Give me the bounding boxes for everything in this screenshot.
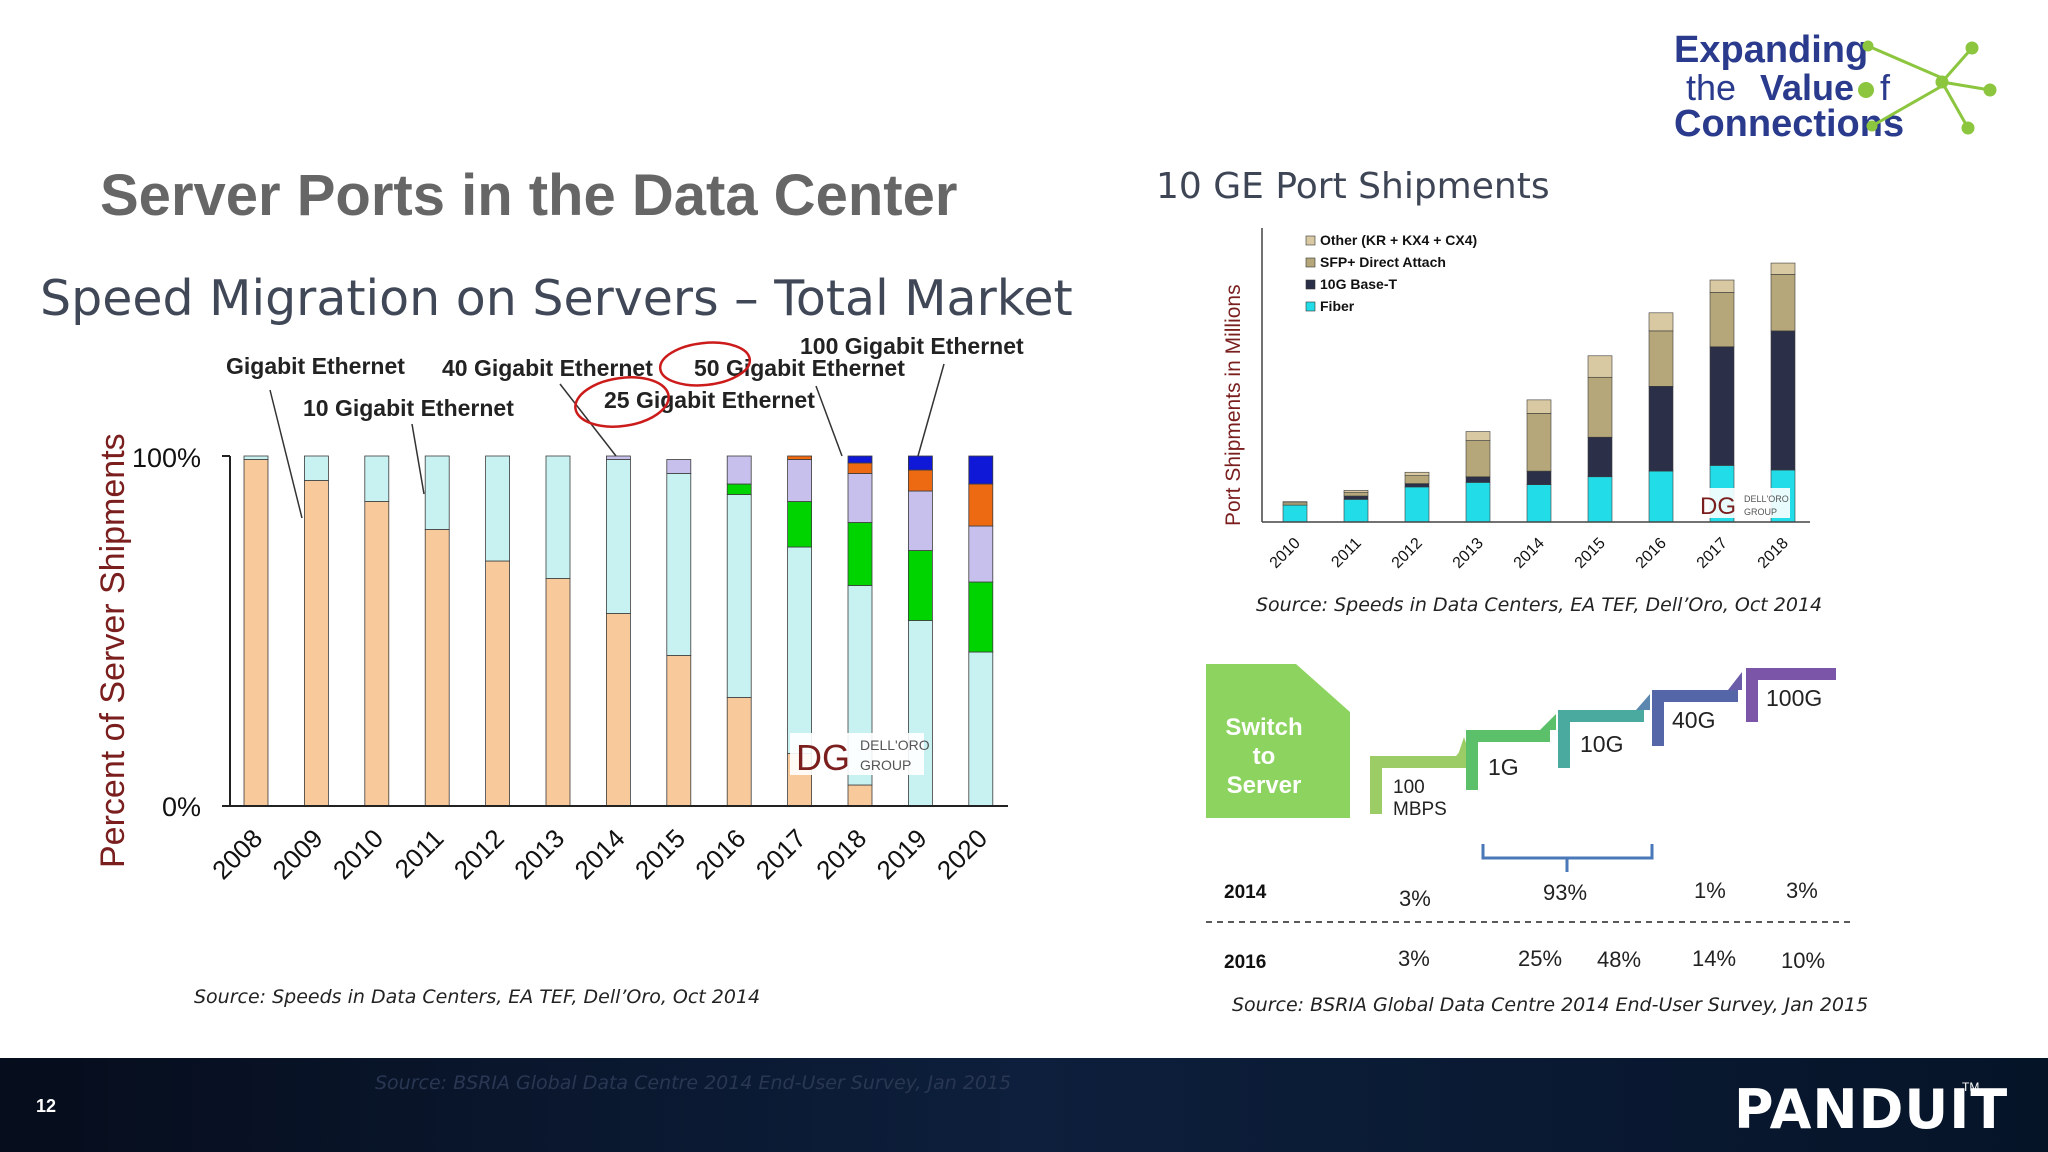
left-bar-2014-series-1 bbox=[606, 459, 631, 614]
left-bar-2018-series-2 bbox=[847, 522, 873, 586]
left-xtick-2020: 2020 bbox=[931, 823, 993, 885]
left-bar-2009-series-1 bbox=[303, 455, 329, 481]
left-chart-source: Source: Speeds in Data Centers, EA TEF, … bbox=[194, 986, 761, 1008]
left-bar-2020-series-3 bbox=[968, 525, 994, 583]
page-number: 12 bbox=[36, 1096, 57, 1116]
left-bar-2020-series-5 bbox=[968, 455, 994, 485]
left-bar-2019-series-5 bbox=[908, 455, 933, 471]
highlight-25g-circle bbox=[574, 376, 670, 428]
left-bar-2017-series-1 bbox=[787, 546, 812, 754]
delloro-watermark-left: DG DELL'ORO GROUP bbox=[790, 733, 930, 778]
left-bar-2018-series-5 bbox=[847, 455, 873, 464]
left-bar-2008-series-0 bbox=[243, 459, 269, 807]
brand-line-2a: the bbox=[1686, 67, 1736, 108]
left-xtick-2018: 2018 bbox=[810, 823, 872, 885]
left-bar-2014-series-3 bbox=[606, 455, 631, 460]
annotation-25g: 25 Gigabit Ethernet bbox=[604, 387, 815, 413]
left-bar-2010-series-1 bbox=[364, 455, 390, 502]
left-bar-2012-series-1 bbox=[485, 455, 511, 562]
slide-title: Server Ports in the Data Center bbox=[100, 163, 958, 228]
left-bar-2013-series-1 bbox=[545, 455, 571, 579]
left-bar-2016-series-2 bbox=[726, 483, 752, 495]
network-icon bbox=[1862, 40, 1997, 135]
left-bar-2018-series-3 bbox=[847, 473, 873, 523]
right-chart-title: 10 GE Port Shipments bbox=[1156, 166, 1550, 207]
left-bar-2009-series-0 bbox=[303, 480, 329, 807]
left-xtick-2017: 2017 bbox=[750, 823, 812, 885]
left-xtick-2012: 2012 bbox=[448, 823, 510, 885]
left-ytick-100: 100% bbox=[132, 443, 201, 473]
left-bar-2018-series-4 bbox=[847, 462, 873, 474]
left-bar-2011-series-0 bbox=[424, 529, 450, 807]
annotation-50g: 50 Gigabit Ethernet bbox=[694, 355, 905, 381]
left-bar-2019-series-2 bbox=[908, 550, 933, 621]
svg-text:GROUP: GROUP bbox=[860, 757, 911, 773]
left-bar-2020-series-1 bbox=[968, 651, 994, 807]
left-bar-2008-series-1 bbox=[243, 455, 269, 460]
annotation-gigabit: Gigabit Ethernet bbox=[226, 353, 405, 379]
left-bar-2011-series-1 bbox=[424, 455, 450, 530]
left-bar-2017-series-4 bbox=[787, 455, 812, 460]
left-y-axis-label: Percent of Server Shipments bbox=[94, 433, 132, 868]
left-bar-2020-series-4 bbox=[968, 483, 994, 527]
left-xtick-2014: 2014 bbox=[569, 823, 631, 885]
left-xtick-2011: 2011 bbox=[389, 823, 450, 884]
annotation-40g: 40 Gigabit Ethernet bbox=[442, 355, 653, 381]
left-bar-2017-series-2 bbox=[787, 501, 812, 548]
brand-line-2c: f bbox=[1880, 67, 1891, 108]
svg-text:DELL'ORO: DELL'ORO bbox=[860, 737, 930, 753]
left-bar-2014-series-0 bbox=[606, 613, 631, 807]
svg-text:DG: DG bbox=[796, 737, 850, 778]
left-chart-subtitle: Speed Migration on Servers – Total Marke… bbox=[40, 270, 1073, 327]
left-xtick-2019: 2019 bbox=[871, 823, 933, 885]
left-bar-2019-series-3 bbox=[908, 490, 933, 551]
left-bar-2016-series-1 bbox=[726, 494, 752, 698]
left-bar-2015-series-1 bbox=[666, 473, 692, 656]
left-bar-2016-series-3 bbox=[726, 455, 752, 485]
right-chart-source: Source: Speeds in Data Centers, EA TEF, … bbox=[1256, 594, 1823, 616]
footer-ghost-source: Source: BSRIA Global Data Centre 2014 En… bbox=[375, 1072, 1012, 1094]
annotation-100g: 100 Gigabit Ethernet bbox=[800, 333, 1024, 359]
left-bar-2016-series-0 bbox=[726, 697, 752, 807]
left-bar-2013-series-0 bbox=[545, 578, 571, 807]
brand-line-2b: Value bbox=[1760, 67, 1854, 108]
left-xtick-2009: 2009 bbox=[267, 823, 329, 885]
brand-line-3: Connections bbox=[1674, 103, 1904, 145]
left-bar-2015-series-3 bbox=[666, 459, 692, 474]
trademark-symbol: TM bbox=[1962, 1080, 1980, 1094]
left-bar-2019-series-4 bbox=[908, 469, 933, 492]
left-bar-2019-series-1 bbox=[908, 620, 933, 807]
left-bar-2015-series-0 bbox=[666, 655, 692, 807]
left-bar-2018-series-0 bbox=[847, 784, 873, 807]
highlight-50g-circle bbox=[658, 341, 752, 387]
left-bar-2010-series-0 bbox=[364, 501, 390, 807]
left-xtick-2015: 2015 bbox=[629, 823, 691, 885]
footer-bar: 12 Source: BSRIA Global Data Centre 2014… bbox=[0, 1058, 2048, 1152]
left-xtick-2016: 2016 bbox=[689, 823, 751, 885]
left-xtick-2013: 2013 bbox=[508, 823, 570, 885]
annotation-10g: 10 Gigabit Ethernet bbox=[303, 395, 514, 421]
left-ytick-0: 0% bbox=[162, 792, 201, 822]
brand-line-1: Expanding bbox=[1674, 30, 1868, 71]
left-xtick-2008: 2008 bbox=[206, 823, 268, 885]
brand-logo: Expanding the Value f Connections bbox=[1672, 29, 2002, 150]
panduit-logo: PANDUIT bbox=[1734, 1078, 2009, 1141]
speed-graphic-source: Source: BSRIA Global Data Centre 2014 En… bbox=[1232, 994, 1869, 1016]
left-bar-2012-series-0 bbox=[485, 560, 511, 807]
left-bar-2020-series-2 bbox=[968, 581, 994, 653]
left-bar-2017-series-3 bbox=[787, 459, 812, 502]
left-xtick-2010: 2010 bbox=[327, 823, 389, 885]
